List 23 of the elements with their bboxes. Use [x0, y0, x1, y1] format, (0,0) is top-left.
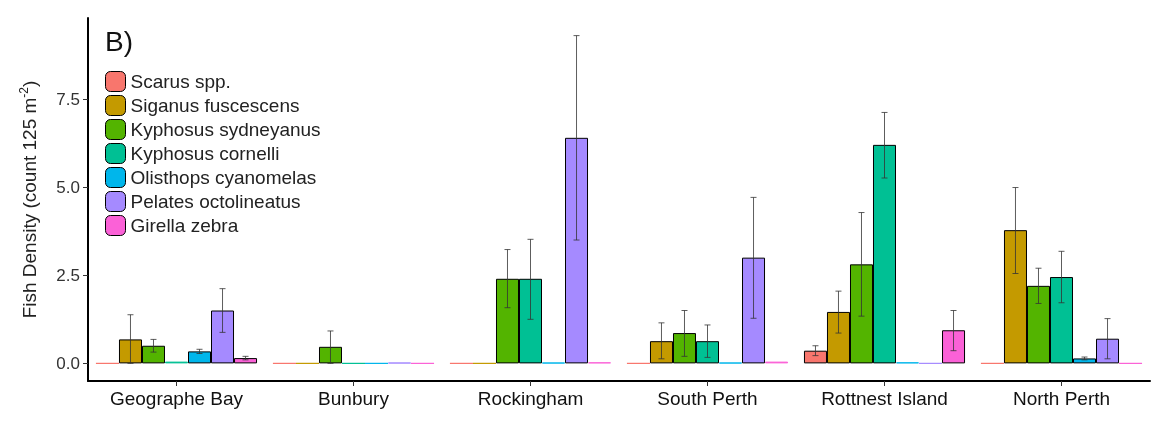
x-tick-label: Geographe Bay [109, 388, 244, 409]
bar [742, 257, 766, 364]
legend-label: Girella zebra [130, 215, 239, 236]
legend-label: Kyphosus sydneyanus [130, 119, 321, 140]
chart-title: B) [105, 25, 133, 57]
legend-label: Kyphosus cornelli [130, 143, 280, 164]
y-axis-title: Fish Density (count 125 m-2) [17, 80, 40, 319]
y-tick-label: 5.0 [56, 177, 80, 197]
legend-label: Pelates octolineatus [130, 191, 301, 212]
x-tick-label: South Perth [657, 388, 758, 409]
y-tick-label: 2.5 [56, 265, 80, 285]
x-tick-label: Rottnest Island [821, 388, 948, 409]
legend-label: Siganus fuscescens [130, 95, 300, 116]
legend-label: Scarus spp. [130, 71, 231, 92]
y-tick-label: 7.5 [56, 89, 80, 109]
x-tick-label: North Perth [1012, 388, 1111, 409]
legend-label: Olisthops cyanomelas [130, 167, 317, 188]
bar [318, 346, 342, 364]
x-tick-label: Bunbury [318, 388, 390, 409]
y-tick-label: 0.0 [56, 353, 80, 373]
bar [565, 137, 589, 364]
x-tick-label: Rockingham [477, 388, 584, 409]
bar [942, 330, 966, 364]
